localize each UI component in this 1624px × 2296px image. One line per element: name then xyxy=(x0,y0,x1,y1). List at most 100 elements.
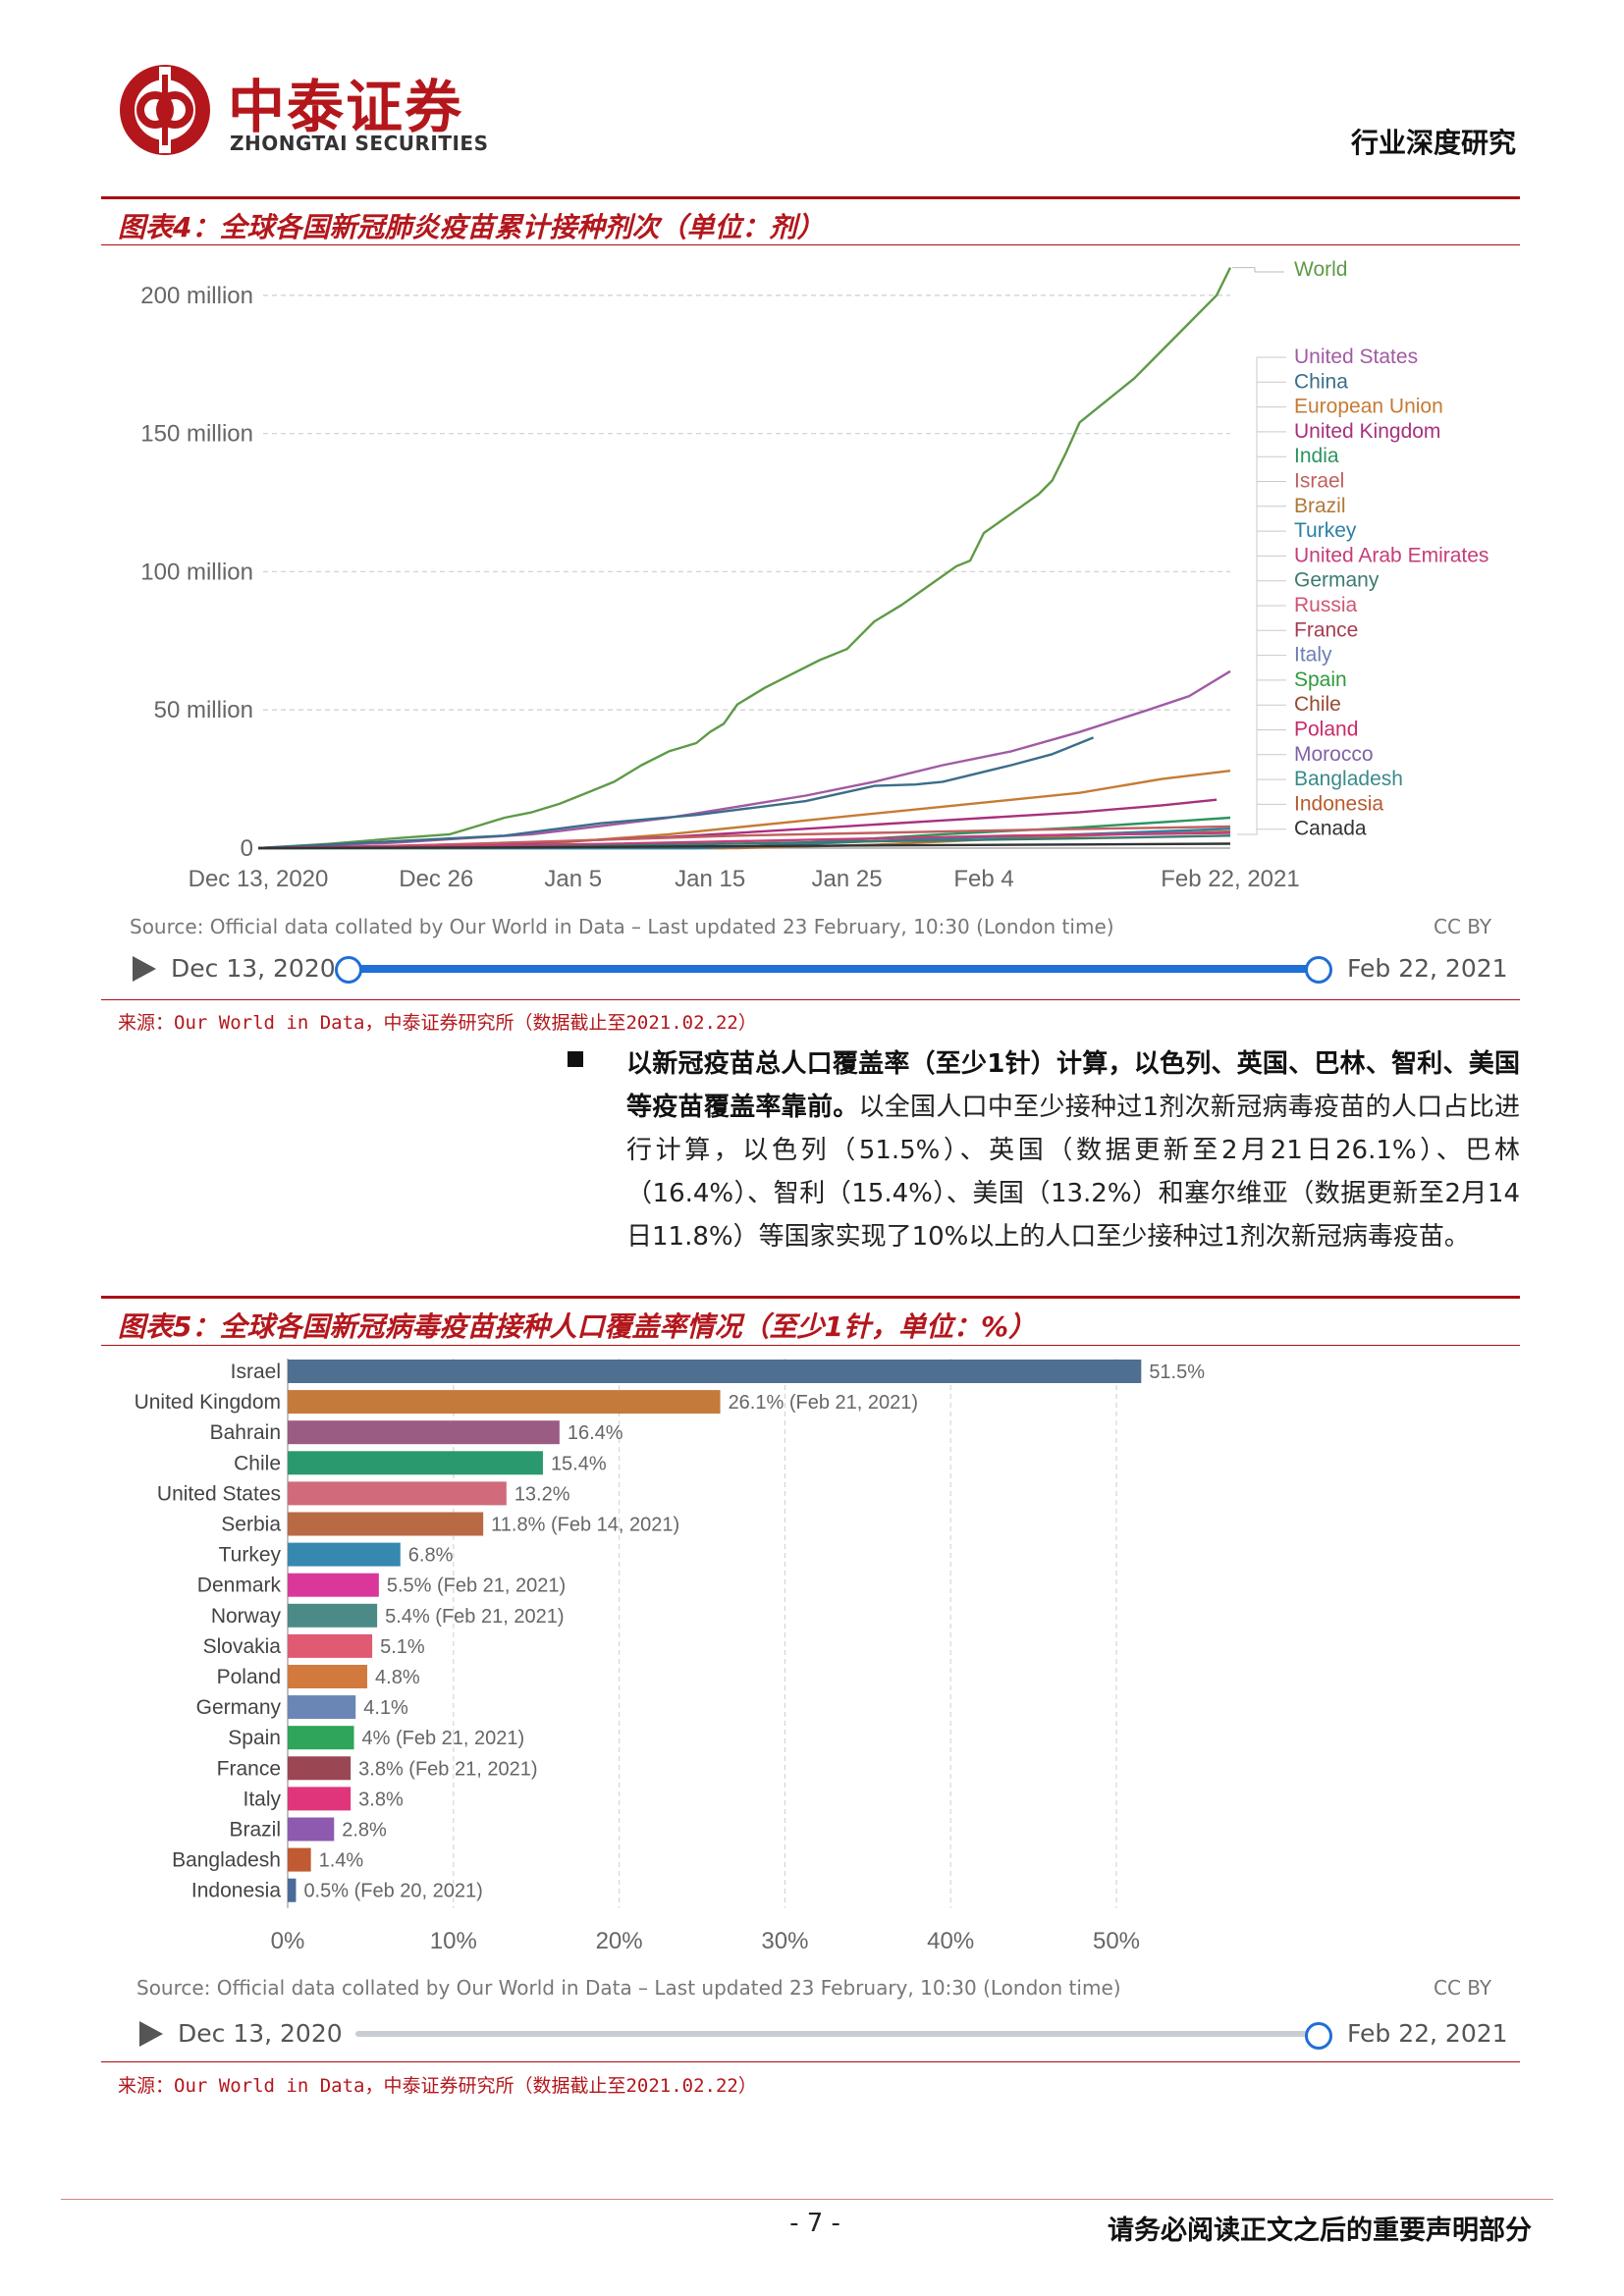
legend-leader xyxy=(1237,406,1286,835)
legend-entry-morocco: Morocco xyxy=(1294,743,1374,766)
x-tick-label: Feb 4 xyxy=(953,866,1013,892)
figure4-timeline-start-handle[interactable] xyxy=(335,956,362,984)
legend-entry-russia: Russia xyxy=(1294,594,1358,616)
bar-value-label: 5.4% (Feb 21, 2021) xyxy=(385,1606,564,1628)
bar-category-germany: Germany xyxy=(196,1696,282,1719)
bar-category-italy: Italy xyxy=(243,1788,281,1810)
figure4-play-icon[interactable] xyxy=(130,954,159,984)
bar-value-label: 11.8% (Feb 14, 2021) xyxy=(491,1515,679,1536)
legend-leader xyxy=(1237,629,1286,835)
legend-entry-chile: Chile xyxy=(1294,693,1341,716)
legend-entry-germany: Germany xyxy=(1294,569,1380,592)
bar-chile xyxy=(288,1451,543,1475)
legend-leader xyxy=(1237,481,1286,835)
bar-value-label: 0.5% (Feb 20, 2021) xyxy=(303,1881,482,1902)
figure4-timeline-track[interactable] xyxy=(349,965,1321,973)
bar-denmark xyxy=(288,1573,379,1597)
bar-value-label: 5.1% xyxy=(380,1636,425,1658)
series-line-united-states xyxy=(257,669,1231,850)
bar-serbia xyxy=(288,1512,484,1536)
legend-entry-china: China xyxy=(1294,370,1348,393)
figure4-title: 图表4：全球各国新冠肺炎疫苗累计接种剂次（单位：剂） xyxy=(118,211,825,243)
legend-entry-india: India xyxy=(1294,445,1339,467)
figure4-source-note: 来源：Our World in Data，中泰证券研究所（数据截止至2021.0… xyxy=(118,1012,757,1034)
bar-category-serbia: Serbia xyxy=(221,1514,281,1536)
figure5-cc-by: CC BY xyxy=(1434,1976,1492,2000)
bar-value-label: 16.4% xyxy=(568,1422,623,1444)
figure5-play-icon[interactable] xyxy=(136,2019,166,2049)
bar-value-label: 5.5% (Feb 21, 2021) xyxy=(387,1575,566,1597)
figure5-timeline-track[interactable] xyxy=(355,2031,1318,2037)
bar-category-france: France xyxy=(217,1757,281,1780)
bar-category-spain: Spain xyxy=(228,1727,281,1749)
legend-leader xyxy=(1237,754,1286,835)
legend-leader xyxy=(1237,381,1286,835)
bar-bangladesh xyxy=(288,1847,311,1872)
bar-category-poland: Poland xyxy=(217,1666,281,1688)
x-tick-label: 40% xyxy=(927,1928,974,1953)
series-line-canada xyxy=(257,842,1231,850)
x-tick-label: Jan 15 xyxy=(675,866,745,892)
x-tick-label: Jan 25 xyxy=(812,866,883,892)
legend-leader xyxy=(1237,580,1286,835)
x-tick-label: 0% xyxy=(271,1928,305,1953)
legend-leader xyxy=(1237,655,1286,835)
bar-value-label: 3.8% xyxy=(358,1789,404,1810)
bar-spain xyxy=(288,1726,354,1750)
y-tick-label: 100 million xyxy=(140,559,253,585)
legend-entry-european-union: European Union xyxy=(1294,396,1443,418)
y-tick-label: 200 million xyxy=(140,283,253,309)
bar-poland xyxy=(288,1665,368,1688)
logo-english-name: ZHONGTAI SECURITIES xyxy=(230,132,489,155)
report-type-label: 行业深度研究 xyxy=(1350,127,1516,159)
figure5-title: 图表5：全球各国新冠病毒疫苗接种人口覆盖率情况（至少1针，单位：%） xyxy=(118,1310,1037,1343)
bar-bahrain xyxy=(288,1420,560,1445)
bar-value-label: 1.4% xyxy=(319,1850,364,1872)
legend-leader xyxy=(1237,605,1286,835)
legend-leader xyxy=(1237,778,1286,835)
legend-leader xyxy=(1237,530,1286,835)
legend-entry-turkey: Turkey xyxy=(1294,519,1357,542)
body-paragraph: 以新冠疫苗总人口覆盖率（至少1针）计算，以色列、英国、巴林、智利、美国等疫苗覆盖… xyxy=(626,1042,1520,1258)
figure4-top-rule xyxy=(101,196,1520,199)
legend-entry-italy: Italy xyxy=(1294,644,1332,667)
bar-united-kingdom xyxy=(288,1390,721,1415)
bar-category-norway: Norway xyxy=(211,1605,282,1628)
figure4-timeline-end: Feb 22, 2021 xyxy=(1347,954,1508,983)
series-line-world xyxy=(257,267,1232,850)
legend-entry-poland: Poland xyxy=(1294,719,1358,741)
legend-leader xyxy=(1237,455,1286,835)
company-logo xyxy=(116,61,214,163)
bar-brazil xyxy=(288,1817,335,1842)
bar-category-bangladesh: Bangladesh xyxy=(172,1849,281,1872)
y-tick-label: 0 xyxy=(241,835,253,862)
bar-category-denmark: Denmark xyxy=(197,1575,282,1597)
logo-emblem-icon xyxy=(120,65,210,155)
figure5-title-rule xyxy=(101,1345,1520,1346)
x-tick-label: Dec 26 xyxy=(399,866,473,892)
figure4-bottom-rule xyxy=(101,999,1520,1000)
x-tick-label: Feb 22, 2021 xyxy=(1161,866,1299,892)
figure5-timeline-start: Dec 13, 2020 xyxy=(178,2019,343,2048)
bar-norway xyxy=(288,1603,378,1628)
bullet-square-icon xyxy=(568,1051,583,1067)
bar-value-label: 2.8% xyxy=(342,1820,387,1842)
bar-germany xyxy=(288,1695,356,1720)
figure5-bottom-rule xyxy=(101,2061,1520,2062)
y-tick-label: 150 million xyxy=(140,421,253,448)
legend-leader xyxy=(1237,555,1286,835)
figure4-cc-by: CC BY xyxy=(1434,915,1492,938)
paragraph-lead: 以新冠疫苗总人口覆盖率（至少1针）计算，以色列、英国、巴林、智利、美国等疫苗覆盖… xyxy=(626,1049,1520,1122)
legend-entry-united-states: United States xyxy=(1294,346,1418,368)
legend-entry-israel: Israel xyxy=(1294,470,1344,493)
paragraph-body: 以全国人口中至少接种过1剂次新冠病毒疫苗的人口占比进行计算，以色列（51.5%）… xyxy=(626,1093,1520,1252)
bar-category-chile: Chile xyxy=(234,1452,281,1474)
legend-leader xyxy=(1237,828,1286,835)
bar-value-label: 3.8% (Feb 21, 2021) xyxy=(358,1758,537,1780)
figure4-timeline-end-handle[interactable] xyxy=(1305,956,1332,984)
figure5-timeline-handle[interactable] xyxy=(1305,2022,1332,2050)
bar-category-israel: Israel xyxy=(231,1361,281,1383)
footer-rule xyxy=(61,2199,1553,2200)
bar-united-states xyxy=(288,1481,507,1506)
